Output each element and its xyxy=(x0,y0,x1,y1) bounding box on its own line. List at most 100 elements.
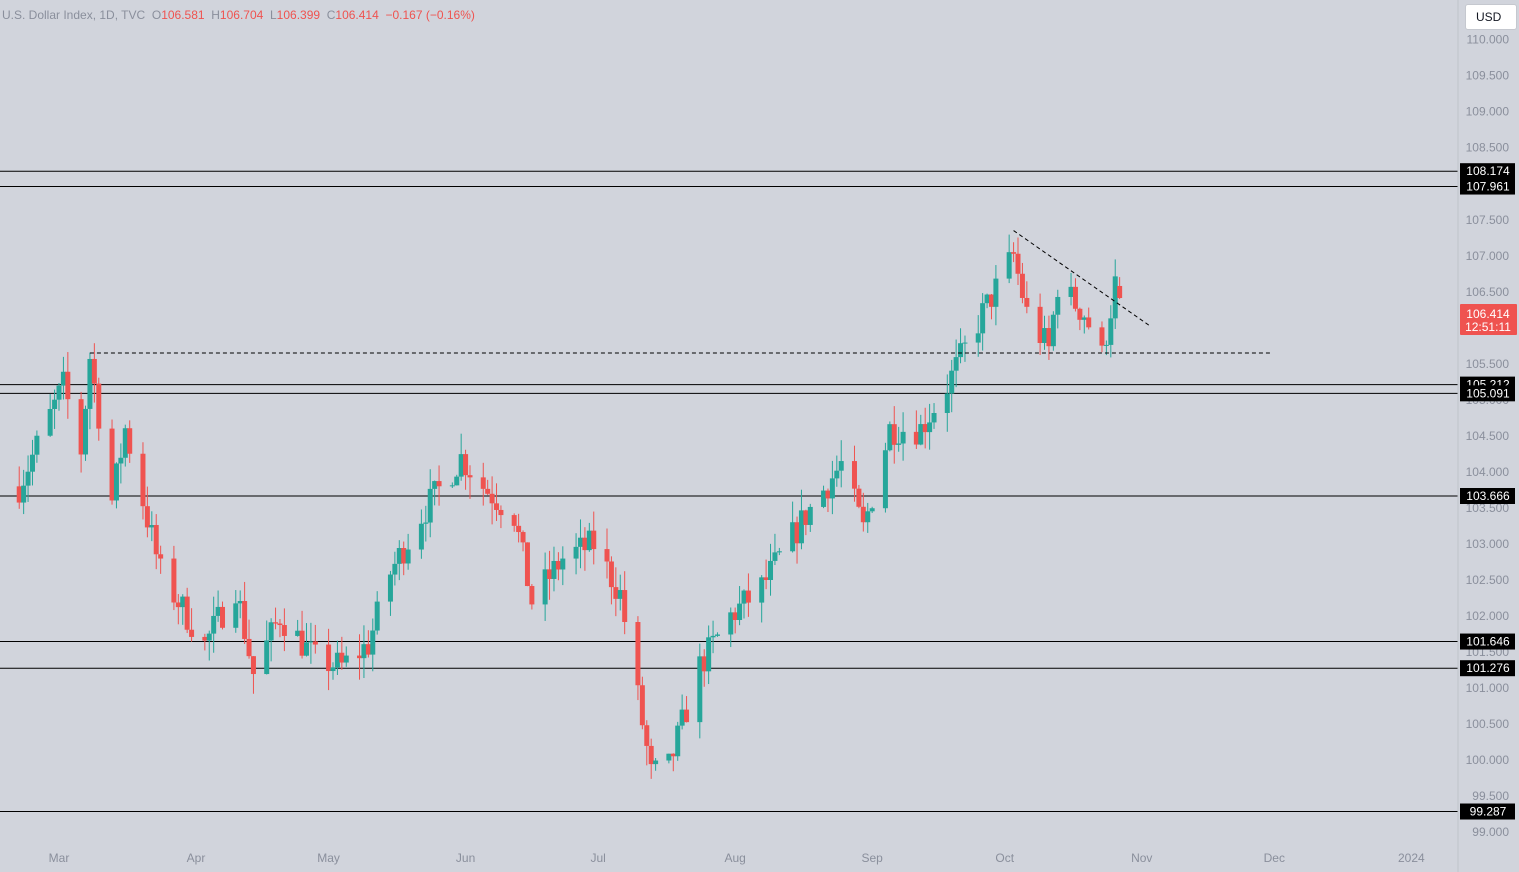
price-axis[interactable]: 99.00099.500100.000100.500101.000101.500… xyxy=(1466,33,1510,840)
candle xyxy=(679,694,685,730)
candle xyxy=(710,620,716,654)
candle xyxy=(776,547,782,556)
x-tick-label: May xyxy=(317,851,340,865)
level-price-tag: 107.961 xyxy=(1466,180,1510,194)
candle xyxy=(361,625,367,679)
candle xyxy=(604,528,610,579)
candle xyxy=(458,433,464,481)
candle xyxy=(865,502,871,533)
level-tag-bg xyxy=(1460,178,1515,195)
level-price-tag: 103.666 xyxy=(1466,489,1510,503)
y-tick-label: 104.000 xyxy=(1466,465,1510,479)
candle xyxy=(741,589,747,619)
candle xyxy=(153,514,159,570)
y-tick-label: 102.500 xyxy=(1466,573,1510,587)
candle xyxy=(869,506,875,514)
candle xyxy=(330,662,336,680)
candle xyxy=(387,570,393,616)
candle xyxy=(613,567,619,617)
candle xyxy=(737,586,743,626)
candle xyxy=(268,618,274,662)
candle xyxy=(365,630,371,658)
candle xyxy=(180,594,186,625)
level-tag-bg xyxy=(1460,633,1515,650)
candle xyxy=(851,445,857,502)
candle xyxy=(772,533,778,566)
candle xyxy=(215,590,221,622)
candle xyxy=(1108,305,1114,358)
candle xyxy=(392,551,398,586)
candle xyxy=(529,584,535,610)
level-price-tag: 108.174 xyxy=(1466,164,1510,178)
currency-button[interactable]: USD xyxy=(1465,4,1517,30)
x-tick-label: Mar xyxy=(49,851,70,865)
y-tick-label: 109.000 xyxy=(1466,105,1510,119)
high-value: 106.704 xyxy=(219,8,264,22)
level-tag-bg xyxy=(1460,385,1515,402)
y-tick-label: 99.000 xyxy=(1472,825,1509,839)
candle xyxy=(949,359,955,413)
candle xyxy=(860,492,866,532)
candle xyxy=(1068,272,1074,306)
candle xyxy=(962,335,968,362)
level-tag-bg xyxy=(1460,163,1515,180)
candle xyxy=(401,541,407,576)
candle xyxy=(511,513,517,532)
candle xyxy=(87,352,93,430)
candle xyxy=(295,619,301,637)
level-price-tags: 108.174107.961105.212105.091103.666101.6… xyxy=(1460,163,1515,820)
candle xyxy=(423,505,429,542)
candle xyxy=(113,462,119,509)
candle xyxy=(922,407,928,449)
candle xyxy=(96,377,102,441)
candle xyxy=(608,556,614,605)
candle xyxy=(1055,289,1061,329)
level-price-tag: 105.091 xyxy=(1466,386,1510,400)
candle xyxy=(52,389,58,429)
candle xyxy=(1037,293,1043,355)
candle xyxy=(591,511,597,565)
candle xyxy=(308,622,314,664)
candle xyxy=(838,440,844,488)
x-tick-label: Aug xyxy=(724,851,745,865)
candle xyxy=(65,352,71,419)
y-tick-label: 100.000 xyxy=(1466,753,1510,767)
y-tick-label: 104.500 xyxy=(1466,429,1510,443)
candle xyxy=(622,571,628,635)
candle xyxy=(463,449,469,490)
candle xyxy=(639,676,645,730)
candle xyxy=(25,455,31,502)
candle xyxy=(1112,259,1118,329)
candle xyxy=(1019,262,1025,304)
candle xyxy=(900,412,906,461)
candle xyxy=(189,608,195,642)
y-tick-label: 105.500 xyxy=(1466,357,1510,371)
candle xyxy=(109,419,115,505)
candle xyxy=(617,574,623,611)
time-axis[interactable]: Mar Apr May Jun Jul Aug Sep Oct Nov Dec 2024 xyxy=(49,851,1425,865)
candle xyxy=(158,545,164,574)
x-tick-label: Nov xyxy=(1131,851,1152,865)
symbol-title: U.S. Dollar Index, 1D, TVC xyxy=(2,8,146,22)
candle xyxy=(326,628,332,691)
candle xyxy=(339,636,345,670)
candle xyxy=(427,469,433,538)
candle xyxy=(47,393,53,437)
candle xyxy=(829,460,835,515)
candle xyxy=(856,484,862,509)
candle xyxy=(834,455,840,487)
candle xyxy=(520,530,526,552)
high-label: H xyxy=(211,8,220,22)
candle xyxy=(763,559,769,590)
x-tick-label: Dec xyxy=(1264,851,1285,865)
level-price-tag: 99.287 xyxy=(1470,805,1507,819)
candle xyxy=(887,421,893,452)
open-label: O xyxy=(151,8,162,22)
candle xyxy=(211,596,217,653)
candle xyxy=(975,315,981,357)
y-tick-label: 110.000 xyxy=(1467,33,1510,47)
level-tag-bg xyxy=(1460,803,1515,820)
trend-lines xyxy=(89,230,1270,354)
candle xyxy=(220,601,226,630)
